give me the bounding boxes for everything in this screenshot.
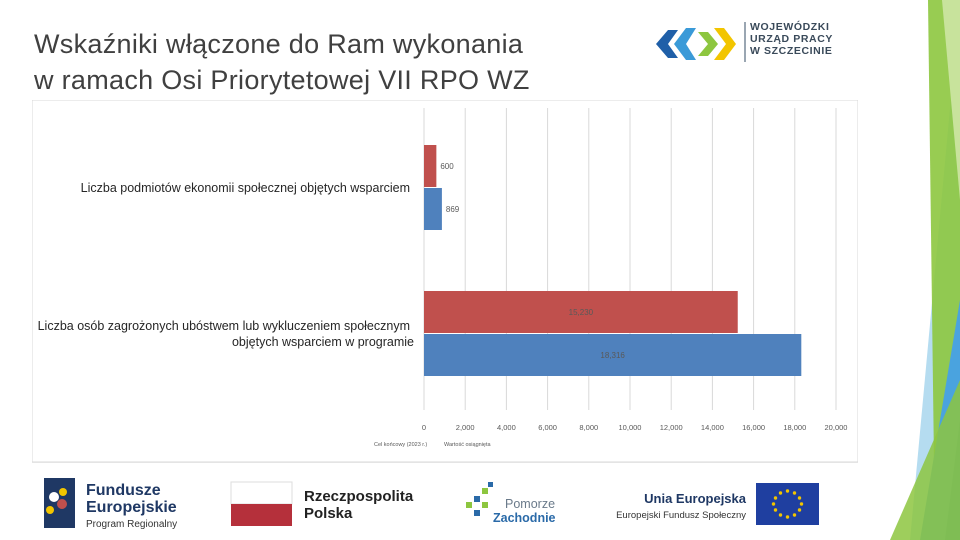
bar-target [424,145,437,187]
pz-line-1: Pomorze [505,497,556,511]
bar-achieved [424,188,442,230]
rp-line-1: Rzeczpospolita [304,488,414,505]
legend-label: Wartość osiągnięta [444,442,492,448]
bar-data-label: 869 [446,205,460,214]
decorative-edge-shapes [890,0,960,540]
x-tick-label: 10,000 [619,423,642,432]
bar-data-label: 15,230 [569,308,594,317]
category-label: objętych wsparciem w programie [232,335,414,349]
wup-logo-line-3: W SZCZECINIE [750,45,833,57]
category-label: Liczba osób zagrożonych ubóstwem lub wyk… [38,319,410,333]
wup-logo: WOJEWÓDZKI URZĄD PRACY W SZCZECINIE [652,18,842,68]
x-tick-label: 14,000 [701,423,724,432]
category-label: Liczba podmiotów ekonomii społecznej obj… [81,181,410,195]
x-tick-label: 4,000 [497,423,516,432]
ue-line-2: Europejski Fundusz Społeczny [616,510,746,521]
x-tick-label: 18,000 [783,423,806,432]
pomorze-zachodnie-logo-text: Pomorze Zachodnie [493,497,556,525]
unia-europejska-logo-text: Unia Europejska Europejski Fundusz Społe… [614,490,746,524]
slide-title-line-1: Wskaźniki włączone do Ram wykonania [34,29,524,59]
x-tick-label: 16,000 [742,423,765,432]
chart-frame [32,100,858,462]
wup-logo-line-2: URZĄD PRACY [750,33,834,45]
rzeczpospolita-logo-text: Rzeczpospolita Polska [304,488,413,522]
pz-line-2-text: Zachodnie [493,511,556,525]
legend-label: Cel końcowy (2023 r.) [374,442,427,448]
bar-data-label: 18,316 [600,351,625,360]
x-tick-label: 0 [422,423,426,432]
x-tick-label: 6,000 [538,423,557,432]
wup-logo-divider [744,22,746,62]
fundusze-europejskie-logo-text: Fundusze Europejskie Program Regionalny [86,482,177,533]
fe-line-2: Europejskie [86,499,177,516]
x-tick-label: 2,000 [456,423,475,432]
bar-data-label: 600 [440,162,454,171]
fe-line-3: Program Regionalny [86,519,178,530]
pz-line-2: Zachodnie [493,511,556,525]
bar-target [424,291,738,333]
wup-logo-text: WOJEWÓDZKI URZĄD PRACY W SZCZECINIE [750,21,833,57]
fundusze-europejskie-icon [44,478,75,528]
indicator-bar-chart: 0 2,000 4,000 6,000 8,000 10,000 12,000 14,000 1… [32,100,858,462]
slide-title-line-2: w ramach Osi Priorytetowej VII RPO WZ [34,65,530,95]
ue-line-1: Unia Europejska [644,491,746,506]
rp-line-2: Polska [304,505,353,522]
x-tick-label: 20,000 [825,423,848,432]
polish-flag-icon [230,481,293,526]
bar-achieved [424,334,802,376]
wup-logo-line-1: WOJEWÓDZKI [750,21,830,33]
pomorze-zachodnie-icon [466,482,493,516]
wup-emblem-icon [656,28,736,60]
fe-line-1: Fundusze [86,482,161,499]
x-tick-label: 12,000 [660,423,683,432]
x-tick-label: 8,000 [579,423,598,432]
slide-title: Wskaźniki włączone do Ram wykonania w ra… [34,26,594,98]
footer-logo-strip [32,462,858,528]
eu-flag-icon [756,483,819,525]
